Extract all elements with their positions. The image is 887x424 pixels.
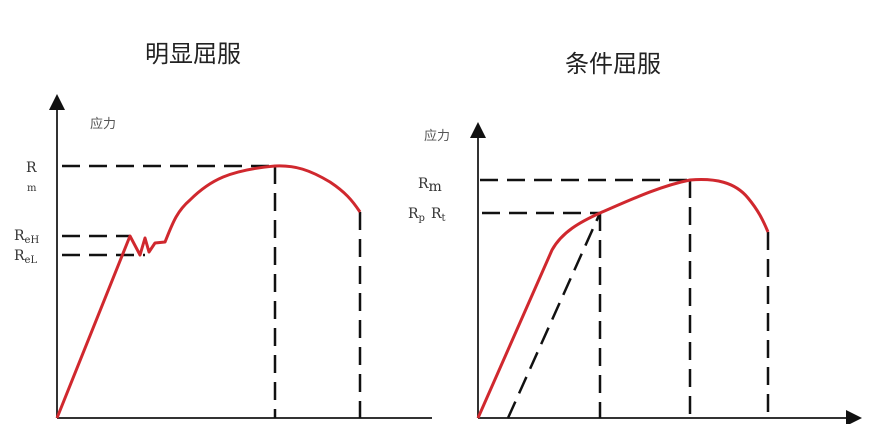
left-rel-label: ReL: [14, 248, 37, 266]
right-rm-label: Rm: [418, 176, 442, 195]
left-y-axis-label: 应力: [90, 116, 116, 132]
right-title: 条件屈服: [565, 50, 661, 78]
left-rm-sub: m: [27, 183, 37, 194]
left-rm-label: R: [26, 160, 37, 176]
right-y-axis-label: 应力: [424, 128, 450, 144]
obvious-yield-chart: 明显屈服 应力 R m ReH ReL: [14, 40, 432, 419]
left-reh-label: ReH: [14, 228, 39, 246]
right-rp-rt-label: Rp Rt: [408, 206, 446, 224]
right-offset-line: [506, 212, 602, 419]
conditional-yield-chart: 条件屈服 应力 Rm Rp Rt: [408, 50, 862, 424]
left-title: 明显屈服: [145, 40, 241, 68]
right-stress-curve: [476, 178, 770, 419]
left-stress-curve: [55, 164, 362, 419]
